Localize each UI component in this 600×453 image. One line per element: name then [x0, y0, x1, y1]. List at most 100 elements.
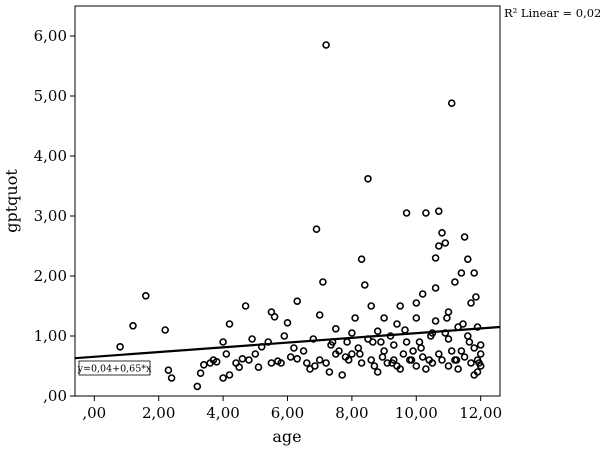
- x-tick-label-0: ,00: [82, 404, 106, 422]
- data-point-106: [441, 239, 450, 247]
- data-point-39: [302, 359, 311, 367]
- x-tick-label-3: 6,00: [271, 404, 304, 422]
- data-point-41: [309, 335, 318, 343]
- data-points: [116, 41, 485, 391]
- data-point-24: [254, 363, 263, 372]
- data-point-146: [356, 350, 364, 358]
- x-tick-label-4: 8,00: [335, 404, 368, 422]
- data-point-78: [393, 320, 401, 328]
- data-point-130: [476, 350, 485, 358]
- data-point-93: [422, 365, 430, 373]
- data-point-2: [142, 291, 150, 300]
- data-point-15: [225, 320, 234, 328]
- data-point-13: [219, 338, 227, 346]
- data-point-32: [280, 332, 289, 340]
- y-tick-label-3: 3,00: [34, 207, 67, 225]
- equation-box: [78, 360, 151, 376]
- y-tick-label-4: 4,00: [34, 147, 67, 165]
- y-tick-label-2: 2,00: [34, 267, 67, 285]
- data-point-102: [434, 207, 443, 215]
- data-point-81: [399, 350, 408, 358]
- data-point-50: [331, 324, 340, 333]
- data-point-100: [434, 242, 443, 250]
- data-point-83: [402, 209, 411, 217]
- data-point-109: [444, 335, 453, 343]
- data-point-21: [245, 356, 253, 364]
- data-point-45: [319, 278, 327, 286]
- data-point-64: [364, 175, 372, 183]
- data-point-33: [283, 318, 292, 327]
- data-point-68: [373, 327, 382, 336]
- data-point-53: [338, 371, 347, 379]
- data-point-85: [409, 347, 417, 355]
- data-point-29: [270, 312, 279, 321]
- y-tick-label-5: 5,00: [34, 87, 67, 105]
- data-point-22: [248, 335, 256, 343]
- data-point-135: [465, 338, 474, 346]
- y-axis-title: gptquot: [2, 169, 21, 233]
- plot-area: [74, 5, 501, 397]
- data-point-46: [322, 41, 330, 49]
- data-point-58: [351, 314, 359, 322]
- data-point-90: [418, 353, 427, 361]
- data-point-126: [470, 269, 479, 277]
- data-point-36: [293, 297, 302, 306]
- data-point-20: [241, 302, 250, 310]
- data-point-34: [286, 353, 295, 361]
- data-point-132: [476, 341, 485, 349]
- data-point-6: [193, 382, 202, 391]
- data-point-140: [417, 344, 425, 352]
- data-point-119: [460, 353, 469, 361]
- data-point-117: [457, 347, 466, 355]
- y-tick-label-1: 1,00: [34, 327, 67, 345]
- data-point-108: [444, 362, 453, 370]
- data-point-44: [315, 311, 324, 319]
- data-point-98: [431, 284, 440, 292]
- data-point-8: [200, 360, 208, 369]
- data-point-11: [212, 357, 221, 366]
- data-point-42: [312, 225, 321, 233]
- r2-label: R² Linear = 0,024: [504, 6, 600, 20]
- data-point-133: [475, 359, 483, 367]
- data-point-79: [396, 302, 405, 310]
- data-point-111: [447, 347, 456, 355]
- data-point-37: [293, 354, 302, 363]
- data-point-28: [267, 359, 276, 367]
- equation-label: y=0,04+0,65*x: [77, 364, 152, 375]
- data-point-60: [357, 255, 366, 264]
- data-point-149: [311, 362, 319, 370]
- y-tick-label-6: 6,00: [34, 27, 67, 45]
- data-point-52: [335, 347, 343, 355]
- data-point-43: [315, 356, 324, 364]
- data-point-0: [116, 342, 124, 351]
- data-point-136: [459, 320, 467, 328]
- x-tick-label-6: 12,00: [459, 404, 502, 422]
- data-point-70: [377, 338, 385, 346]
- data-point-104: [438, 356, 446, 364]
- data-point-61: [357, 359, 366, 367]
- data-point-5: [167, 374, 176, 382]
- data-point-76: [389, 341, 398, 349]
- data-point-48: [325, 368, 334, 376]
- data-point-148: [327, 341, 335, 349]
- data-point-116: [457, 269, 466, 277]
- data-point-65: [367, 302, 376, 310]
- data-point-86: [412, 299, 421, 307]
- data-point-99: [431, 254, 440, 262]
- data-point-12: [219, 374, 227, 382]
- data-point-92: [422, 209, 430, 217]
- data-point-110: [447, 99, 456, 107]
- data-point-91: [418, 290, 427, 298]
- data-point-137: [452, 356, 461, 364]
- data-point-1: [129, 321, 137, 330]
- data-point-82: [402, 338, 411, 346]
- data-point-123: [467, 299, 475, 307]
- y-tick-label-0: ,00: [43, 387, 67, 405]
- data-point-145: [368, 338, 377, 346]
- data-point-115: [454, 365, 462, 373]
- data-point-56: [348, 350, 356, 358]
- data-point-69: [373, 368, 382, 376]
- data-point-96: [428, 359, 437, 367]
- data-point-120: [463, 255, 472, 264]
